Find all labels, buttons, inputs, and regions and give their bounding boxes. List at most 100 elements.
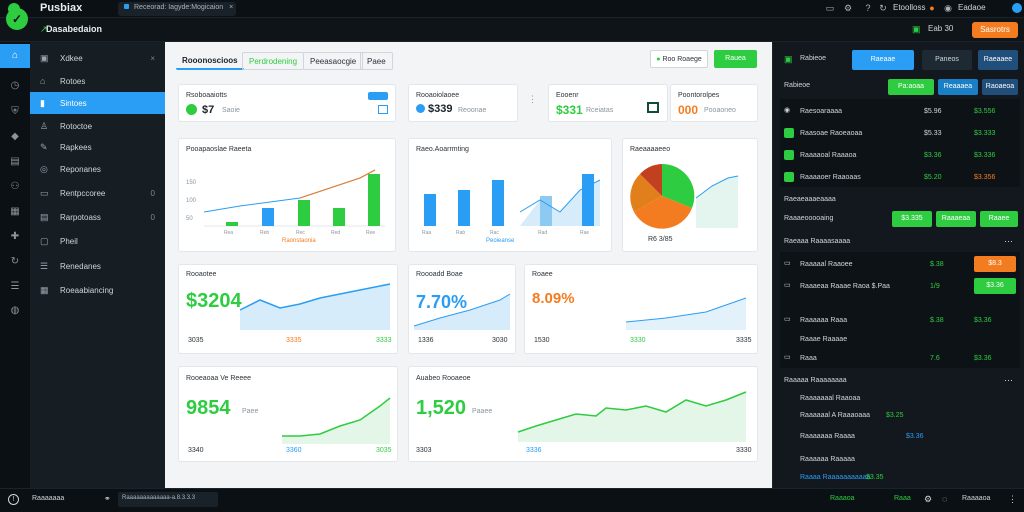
trend-line	[519, 179, 601, 213]
y-tick: 100	[186, 198, 197, 204]
clock-icon[interactable]: ◷	[10, 80, 20, 91]
home-icon[interactable]: ⌂	[11, 50, 19, 61]
activity-item[interactable]: Raaaa Raaaaaaaaaaa	[800, 474, 871, 481]
tab-more[interactable]: Paee	[360, 52, 393, 70]
bar	[458, 190, 470, 226]
sidebar-item-6[interactable]: ▭ Rentpccoree 0	[30, 182, 165, 204]
sidebar-item-1[interactable]: ⌂ Rotoes	[30, 70, 165, 92]
row-value: 1/9	[930, 282, 940, 290]
sidebar-item-8[interactable]: ▢ Pheil	[30, 230, 165, 252]
section-button-0[interactable]: $3.335	[892, 211, 932, 227]
refresh-icon[interactable]: ↻	[879, 3, 887, 13]
status-r1: Raaaoa	[830, 495, 855, 502]
kpi-menu-icon[interactable]: ⋮	[528, 94, 537, 104]
sidebar-item-2[interactable]: ▮ Sintoes	[30, 92, 165, 114]
info-icon[interactable]: !	[8, 494, 19, 505]
puzzle-icon[interactable]: ✚	[10, 231, 20, 242]
tab-performance[interactable]: Perdrodening	[242, 52, 305, 70]
notification-icon[interactable]: ▭	[825, 3, 835, 13]
tab-close-icon[interactable]: ×	[229, 4, 234, 11]
link-icon[interactable]: ⚭	[104, 494, 111, 503]
section-button-1[interactable]: Raaaeaa	[936, 211, 976, 227]
gem-icon[interactable]: ◆	[11, 131, 19, 142]
table-row[interactable]: ▭ Raaaaaa Raaa $.38 $3.36	[784, 310, 1016, 330]
bar	[540, 196, 552, 226]
panel-tab-0[interactable]: Rabieoe	[800, 55, 827, 62]
metric-foot-3: 3035	[376, 447, 392, 454]
section-button-2[interactable]: Raaee	[980, 211, 1018, 227]
kpi-sub: Rceiatas	[586, 107, 614, 114]
filter-button-1[interactable]: Reaaaea	[938, 79, 978, 95]
more-icon[interactable]: ⋯	[1004, 236, 1013, 246]
row-button[interactable]: $3.36	[974, 278, 1016, 294]
table-row[interactable]: ▭ Raaa 7.6 $3.36	[784, 348, 1016, 368]
brand-icon[interactable]: ✓	[6, 8, 28, 30]
date-range[interactable]: Eab 30	[928, 24, 954, 33]
sync-icon[interactable]: ↻	[10, 256, 20, 267]
more-icon[interactable]: ⋯	[1004, 375, 1013, 385]
kpi-expand-icon[interactable]	[378, 105, 388, 114]
sidebar-item-10[interactable]: ▦ Roeaabiancing	[30, 279, 165, 301]
table-row[interactable]: Raaaaoal Raaaoa $3.36 $3.336	[784, 145, 1016, 165]
globe-icon[interactable]: ◍	[10, 305, 20, 316]
user-icon: ♙	[40, 120, 49, 131]
sidebar-item-0[interactable]: ▣ Xdkee ×	[30, 47, 165, 69]
bell-icon[interactable]: ◉	[944, 3, 952, 13]
sidebar-close-icon[interactable]: ×	[150, 53, 155, 63]
users-icon[interactable]: ⚇	[10, 181, 20, 192]
metric-foot-1: 3340	[188, 447, 204, 454]
alert-icon[interactable]: ●	[929, 3, 935, 13]
row-button[interactable]: $8.3	[974, 256, 1016, 272]
avatar[interactable]	[1012, 3, 1022, 13]
tab-overview[interactable]: Rooonoscioos	[176, 52, 244, 70]
table-icon[interactable]: ▤	[10, 156, 20, 167]
user-menu[interactable]: Etoolloss	[893, 3, 926, 12]
tab-reports[interactable]: Peeasaocgie	[303, 52, 364, 70]
top-bar: Pusbiax Receorad: Iagyde:Mogicaion × ▭ ⚙ …	[0, 0, 1024, 18]
panel-tab-1[interactable]: Raeaae	[852, 50, 914, 70]
table-row[interactable]: Raaaaoer Raaoaas $5.20 $3.356	[784, 167, 1016, 187]
filter-button-2[interactable]: Raoaeoa	[982, 79, 1018, 95]
row-label: Raaaaal Raaoee	[800, 260, 853, 268]
row-icon: ▭	[784, 354, 791, 361]
settings-icon[interactable]: ⚙	[843, 3, 853, 13]
svg-text:Rea: Rea	[224, 230, 233, 236]
tab-dashboard[interactable]: Receorad: Iagyde:Mogicaion ×	[118, 2, 236, 16]
table-row[interactable]: ▭ Raaaaal Raaoee $.38 $8.3	[784, 254, 1016, 274]
row-label: Raaaaoer Raaoaas	[800, 173, 861, 181]
status-menu-icon[interactable]: ⋮	[1008, 494, 1017, 504]
activity-item[interactable]: Raaaaaal A Raaaoaaa	[800, 412, 871, 419]
kpi-label: Poontorolpes	[678, 92, 720, 99]
sidebar-item-7[interactable]: ▤ Rarpotoass 0	[30, 206, 165, 228]
area-fill	[414, 294, 510, 330]
report-icon[interactable]: ▦	[10, 206, 20, 217]
filter-button-0[interactable]: Pa:aoaa	[888, 79, 934, 95]
sidebar-item-9[interactable]: ☰ Renedanes	[30, 255, 165, 277]
activity-item[interactable]: Raaaaaa Raaaaa	[800, 456, 855, 463]
sidebar-item-5[interactable]: ◎ Reponanes	[30, 158, 165, 180]
tab-label: Receorad: Iagyde:Mogicaion	[134, 4, 224, 11]
primary-action-button[interactable]: Sasrotrs	[972, 22, 1018, 38]
kpi-value: $339	[428, 103, 453, 115]
secondary-action-button[interactable]: ● Roo Roaege	[650, 50, 708, 68]
folder-icon: ▭	[40, 187, 49, 198]
pie-slice	[634, 196, 692, 229]
export-button[interactable]: Rauea	[714, 50, 757, 68]
table-row[interactable]: ▭ Raaaeaa Raaae Raoa $.Paa 1/9 $3.36	[784, 276, 1016, 296]
sidebar-item-4[interactable]: ✎ Rapkees	[30, 136, 165, 158]
shield-icon[interactable]: ⛨	[11, 106, 19, 117]
activity-item[interactable]: Raaaaaaa Raaaa	[800, 433, 855, 440]
area-fill	[518, 392, 746, 442]
panel-tab-3[interactable]: Raeaaee	[978, 50, 1018, 70]
sidebar-item-3[interactable]: ♙ Rotoctoe	[30, 115, 165, 137]
help-icon[interactable]: ?	[865, 3, 871, 13]
chart-title: Pooapaoslae Raeeta	[186, 146, 252, 153]
row-icon: ▭	[784, 282, 791, 289]
table-row[interactable]: ◉ Raesoaraaaa $5.96 $3.556	[784, 101, 1016, 121]
activity-item[interactable]: Raaaaaaal Raaoaa	[800, 395, 861, 402]
table-row[interactable]: Raasoae Raoeaoaa $5.33 $3.333	[784, 123, 1016, 143]
chart-title: Raeaaaaeeo	[630, 146, 671, 153]
list-icon[interactable]: ☰	[10, 281, 20, 292]
account-label[interactable]: Eadaoe	[958, 3, 986, 12]
panel-tab-2[interactable]: Paneos	[922, 50, 972, 70]
